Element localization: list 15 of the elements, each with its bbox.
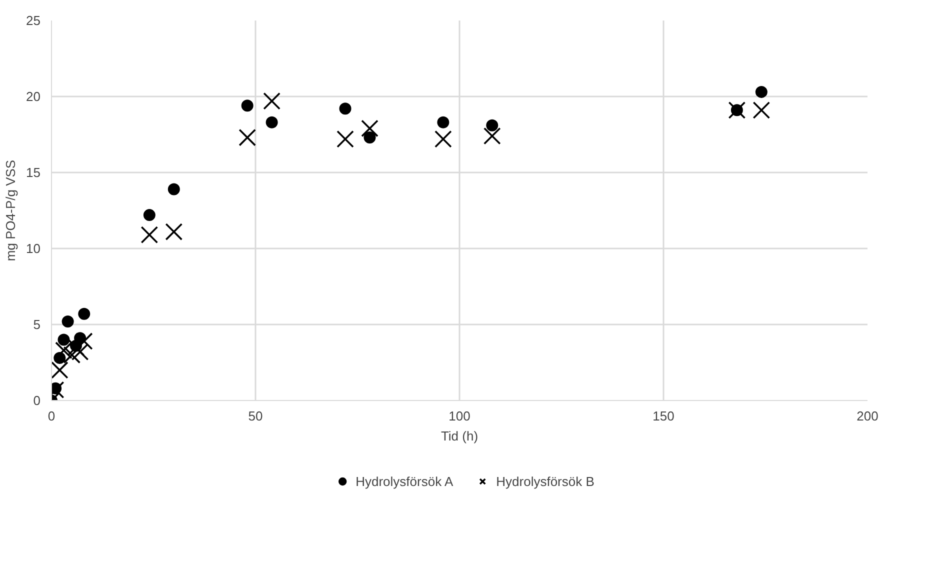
x-tick-label: 200 [856,408,878,424]
y-tick-label: 15 [26,165,41,180]
y-tick-label: 20 [26,89,41,104]
legend-label: Hydrolysförsök A [356,474,454,488]
legend-label: Hydrolysförsök B [496,474,594,488]
x-axis-title: Tid (h) [440,428,478,444]
y-tick-label: 25 [26,13,41,28]
y-tick-label: 0 [33,393,41,408]
x-tick-label: 50 [248,408,263,424]
y-tick-label: 5 [33,317,41,332]
x-tick-label: 100 [448,408,470,424]
y-axis-title: mg PO4-P/g VSS [3,160,18,262]
y-tick-label: 10 [26,241,41,256]
x-tick-label: 0 [48,408,56,424]
x-tick-label: 150 [652,408,674,424]
